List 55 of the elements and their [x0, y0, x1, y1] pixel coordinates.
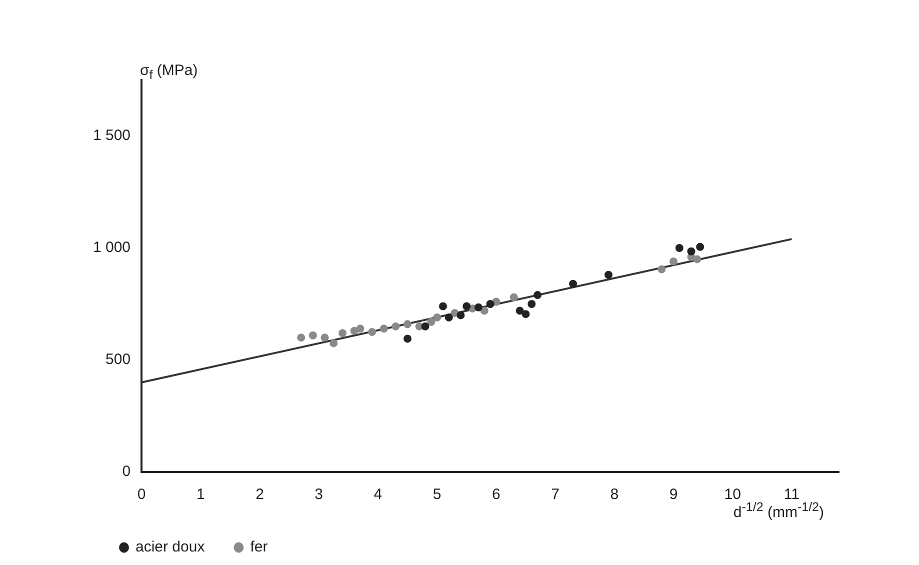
x-tick-label: 8 [610, 486, 619, 504]
point [320, 334, 329, 342]
point [534, 291, 542, 300]
x-tick-label: 6 [492, 486, 500, 504]
y-tick-label: 500 [106, 351, 131, 368]
point [492, 298, 500, 306]
x-tick-label: 9 [669, 486, 678, 504]
point [522, 310, 530, 318]
x-tick-label: 5 [432, 486, 442, 504]
point [444, 313, 453, 322]
point [693, 255, 702, 264]
point [308, 331, 317, 340]
y-tick-label: 1 500 [92, 127, 131, 144]
point [569, 280, 578, 288]
point [427, 318, 436, 326]
point [675, 244, 684, 252]
y-tick-label: 1 000 [92, 239, 131, 256]
point [356, 324, 364, 333]
point [433, 313, 442, 322]
x-tick-label: 4 [374, 486, 382, 504]
point [658, 265, 666, 274]
point [438, 302, 447, 310]
point [528, 300, 536, 308]
x-tick-label: 0 [137, 486, 146, 504]
point [404, 320, 412, 328]
point [380, 324, 388, 333]
point [474, 303, 482, 312]
point [330, 339, 338, 348]
x-tick-label: 2 [256, 486, 264, 504]
x-tick-label: 1 [196, 486, 205, 504]
point [456, 311, 465, 320]
point [516, 306, 524, 315]
point [687, 247, 696, 256]
point [421, 322, 430, 330]
y-tick-label: 0 [122, 463, 131, 480]
point [392, 322, 400, 330]
point [415, 322, 424, 330]
point [670, 257, 678, 266]
point [604, 270, 612, 279]
point [486, 300, 494, 308]
y-axis-title: σ$_{f}$ (MPa) [140, 62, 198, 82]
point [450, 308, 459, 317]
point [297, 334, 306, 342]
point [462, 302, 471, 310]
legend-label: fer [250, 538, 268, 556]
point [368, 328, 376, 336]
legend-label: acier doux [136, 538, 206, 556]
point [350, 326, 358, 335]
point [404, 334, 412, 343]
point [696, 242, 704, 251]
x-tick-label: 3 [314, 486, 324, 504]
point [510, 293, 518, 302]
x-tick-label: 7 [551, 486, 560, 504]
point [480, 306, 488, 315]
point [338, 329, 346, 338]
